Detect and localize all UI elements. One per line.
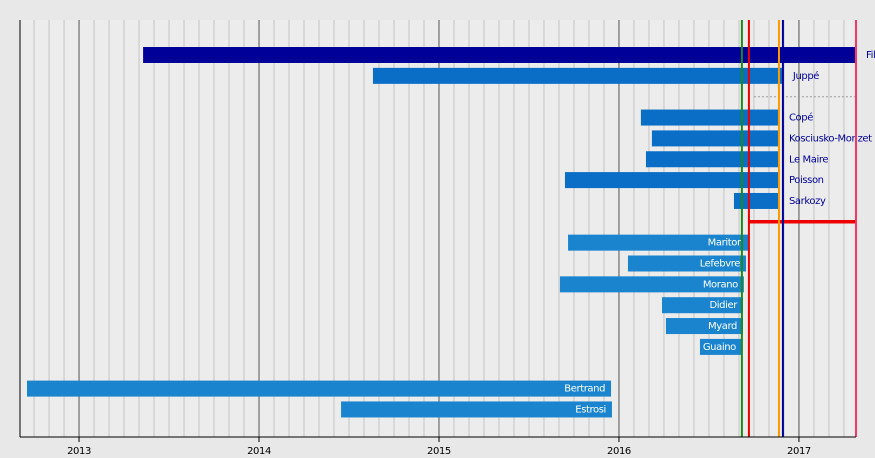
- bar-label: Poisson: [789, 175, 824, 186]
- bar: [640, 109, 779, 126]
- bar: [699, 338, 742, 355]
- bar: [568, 234, 749, 251]
- x-tick-label: 2014: [247, 446, 271, 457]
- bar: [341, 401, 612, 418]
- bar-label: Estrosi: [575, 404, 606, 415]
- bar-label: Kosciusko-Morizet: [789, 133, 872, 144]
- minor-grid: [20, 20, 856, 437]
- bar-label: Bertrand: [564, 384, 605, 395]
- bar: [559, 276, 744, 293]
- bar-label: Guaino: [703, 342, 736, 353]
- bar: [627, 255, 747, 272]
- bar: [27, 380, 612, 397]
- bar-label: Didier: [710, 300, 739, 311]
- bar: [645, 151, 779, 168]
- bar-label: Le Maire: [789, 154, 828, 165]
- bar-label: Juppé: [792, 70, 819, 82]
- bar: [665, 318, 743, 335]
- bar: [372, 67, 783, 84]
- bar-label: Fillon: [866, 50, 875, 61]
- x-tick-label: 2013: [67, 446, 91, 457]
- bar-label: Lefebvre: [700, 259, 741, 270]
- bar-label: Copé: [789, 112, 813, 124]
- bar: [651, 130, 779, 147]
- bar: [564, 172, 779, 189]
- bar-label: Sarkozy: [789, 196, 826, 207]
- bar: [661, 297, 743, 314]
- x-tick-label: 2016: [607, 446, 631, 457]
- bar-label: Morano: [703, 279, 738, 290]
- x-tick-label: 2017: [787, 446, 811, 457]
- bar-label: Mariton: [708, 238, 743, 249]
- bar: [143, 47, 856, 63]
- bar-label: Myard: [708, 321, 737, 332]
- bar: [733, 192, 779, 209]
- x-tick-label: 2015: [427, 446, 451, 457]
